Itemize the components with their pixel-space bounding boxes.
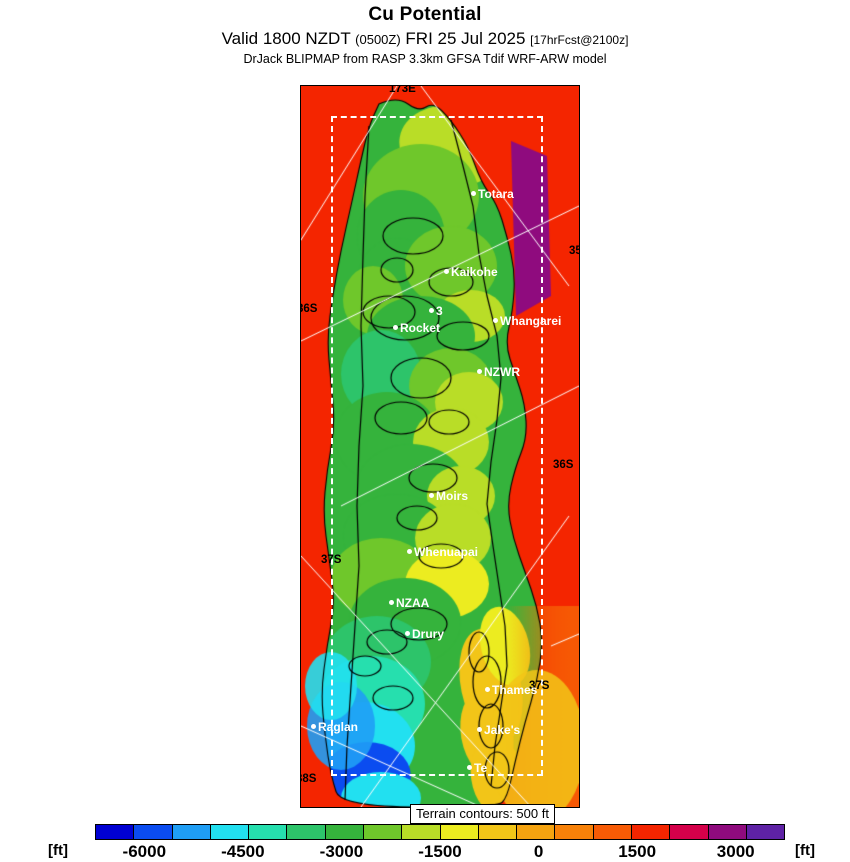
- colorbar-segment: [669, 825, 708, 839]
- city-marker: [405, 631, 410, 636]
- colorbar-tick-label: 1500: [618, 842, 657, 861]
- colorbar-segment: [96, 825, 134, 839]
- valid-zulu: (0500Z): [355, 32, 401, 47]
- colorbar-tick-label: -1500: [418, 842, 462, 861]
- colorbar-segment: [707, 825, 746, 839]
- colorbar: [95, 824, 785, 840]
- city-marker: [493, 318, 498, 323]
- city-marker: [407, 549, 412, 554]
- forecast-map[interactable]: 173E35S36S36S37S37S38S TotaraKaikohe3Roc…: [300, 85, 580, 808]
- page-title: Cu Potential: [368, 4, 482, 25]
- colorbar-segment: [554, 825, 593, 839]
- colorbar-tick-label: 0: [533, 842, 544, 861]
- colorbar-segment: [362, 825, 402, 839]
- colorbar-segment: [630, 825, 670, 839]
- city-marker: [477, 727, 482, 732]
- city-marker: [393, 325, 398, 330]
- colorbar-tick-label: -4500: [221, 842, 265, 861]
- forecast-tag: [17hrFcst@2100z]: [530, 33, 629, 47]
- model-line: DrJack BLIPMAP from RASP 3.3km GFSA Tdif…: [243, 52, 607, 66]
- city-marker: [485, 687, 490, 692]
- city-marker: [471, 191, 476, 196]
- colorbar-segment: [401, 825, 440, 839]
- colorbar-segment: [171, 825, 210, 839]
- colorbar-segment: [248, 825, 287, 839]
- valid-date: FRI 25 Jul 2025: [405, 29, 526, 48]
- city-marker: [429, 493, 434, 498]
- colorbar-segment: [286, 825, 325, 839]
- colorbar-segment: [324, 825, 363, 839]
- colorbar-segment: [516, 825, 555, 839]
- colorbar-unit-left: [ft]: [48, 842, 68, 859]
- city-marker: [467, 765, 472, 770]
- colorbar-segment: [133, 825, 172, 839]
- valid-time-line: Valid 1800 NZDT (0500Z) FRI 25 Jul 2025 …: [0, 29, 850, 49]
- colorbar-tick-label: -6000: [122, 842, 167, 861]
- subdomain-box: [331, 116, 543, 776]
- header-block: Cu Potential Valid 1800 NZDT (0500Z) FRI…: [0, 0, 850, 66]
- city-marker: [389, 600, 394, 605]
- colorbar-segment: [745, 825, 785, 839]
- city-marker: [311, 724, 316, 729]
- city-marker: [477, 369, 482, 374]
- map-raster: [301, 86, 579, 807]
- colorbar-segment: [592, 825, 631, 839]
- colorbar-block: [ft] -6000 -4500 -3000 -1500 0 1500 3000 [ft]: [0, 822, 850, 861]
- colorbar-segment: [477, 825, 517, 839]
- colorbar-tick-label: -3000: [319, 842, 364, 861]
- terrain-contour-note: Terrain contours: 500 ft: [410, 804, 555, 824]
- colorbar-tick-label: 3000: [716, 842, 755, 861]
- city-marker: [429, 308, 434, 313]
- city-marker: [444, 269, 449, 274]
- valid-prefix: Valid 1800 NZDT: [221, 29, 351, 48]
- colorbar-segment: [439, 825, 478, 839]
- colorbar-segment: [209, 825, 249, 839]
- colorbar-unit-right: [ft]: [795, 842, 815, 859]
